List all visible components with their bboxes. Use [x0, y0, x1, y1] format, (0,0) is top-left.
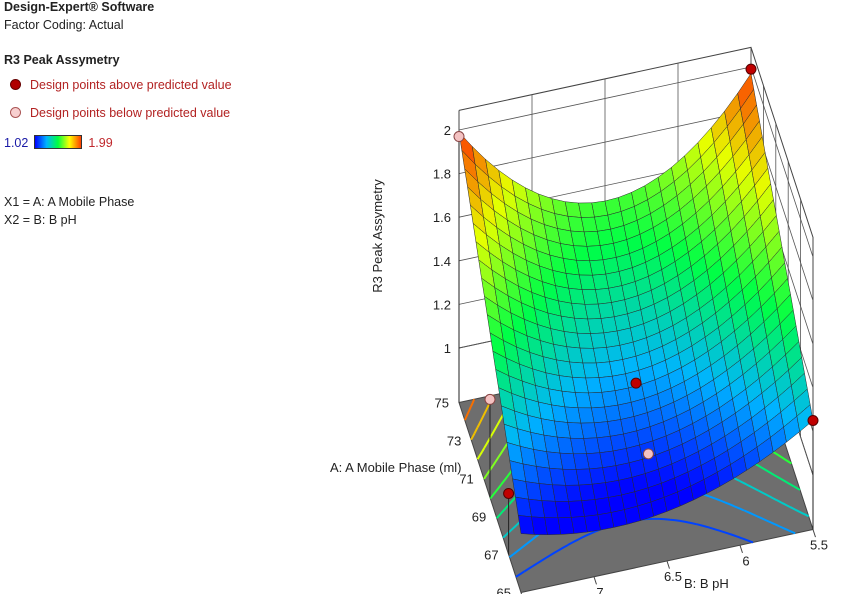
z-tick-label: 1.8	[433, 167, 451, 182]
legend-above-label: Design points above predicted value	[30, 78, 232, 92]
range-min: 1.02	[4, 136, 29, 150]
x-tick	[666, 560, 670, 569]
x-tick-label: 6.5	[664, 569, 682, 584]
color-scale-bar	[34, 135, 83, 149]
axis-labels: 11.21.41.61.827.576.565.5656769717375R3 …	[330, 123, 828, 594]
x-axis-title: B: B pH	[684, 576, 729, 591]
color-range: 1.02 1.99	[4, 135, 113, 150]
response-surface	[458, 72, 814, 535]
design-point-above	[630, 377, 642, 389]
design-point-below	[484, 393, 496, 405]
z-tick-label: 1.6	[433, 210, 451, 225]
x-tick-label: 7	[596, 585, 603, 594]
x-tick	[739, 545, 743, 554]
factor-coding: Factor Coding: Actual	[4, 18, 124, 32]
design-point-above	[807, 415, 819, 426]
y-tick-label: 71	[459, 472, 473, 487]
design-point-above	[745, 63, 757, 75]
x-tick-label: 5.5	[810, 538, 828, 553]
factor-x2: X2 = B: B pH	[4, 213, 77, 227]
x-tick	[812, 529, 816, 538]
z-tick-label: 1.2	[433, 297, 451, 312]
z-tick-label: 1	[444, 341, 451, 356]
above-point-icon	[10, 79, 21, 90]
design-point-above	[503, 487, 515, 499]
legend-below: Design points below predicted value	[10, 106, 230, 120]
x-tick-label: 6	[742, 553, 749, 568]
below-point-icon	[10, 107, 21, 118]
legend-above: Design points above predicted value	[10, 78, 232, 92]
y-tick-label: 75	[435, 396, 449, 411]
response-name: R3 Peak Assymetry	[4, 53, 120, 67]
legend-below-label: Design points below predicted value	[30, 106, 231, 120]
y-tick-label: 65	[497, 586, 511, 594]
design-point-below	[642, 448, 654, 460]
software-title: Design-Expert® Software	[4, 0, 155, 14]
range-max: 1.99	[88, 136, 113, 150]
y-tick-label: 73	[447, 434, 461, 449]
design-points	[453, 63, 819, 499]
z-tick-label: 1.4	[433, 254, 451, 269]
z-axis-title: R3 Peak Assymetry	[370, 179, 385, 293]
surface-cell	[796, 404, 814, 433]
design-point-below	[453, 131, 465, 143]
z-tick-label: 2	[444, 123, 451, 138]
x-tick	[593, 576, 597, 585]
y-tick-label: 69	[472, 510, 486, 525]
y-axis-title: A: A Mobile Phase (ml)	[330, 460, 462, 475]
y-tick-label: 67	[484, 548, 498, 563]
factor-x1: X1 = A: A Mobile Phase	[4, 195, 135, 209]
